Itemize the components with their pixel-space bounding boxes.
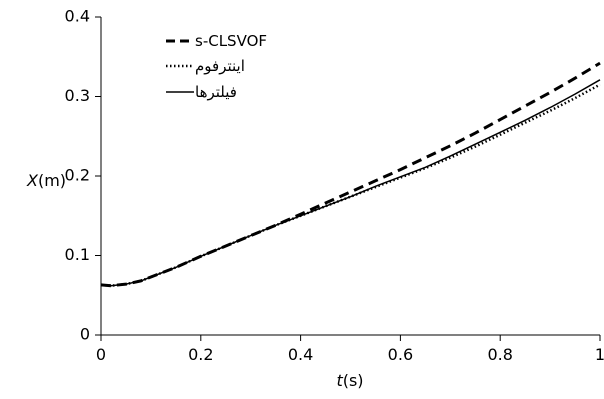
series-layer	[100, 61, 601, 288]
x-tick-label: 0.8	[487, 345, 512, 364]
series-line-interfoam	[100, 83, 601, 287]
y-tick-label: 0.1	[65, 245, 90, 264]
x-ticks: 0 0.2 0.4 0.6 0.8 1	[96, 335, 604, 364]
x-tick-label: 0.6	[388, 345, 413, 364]
y-tick-label: 0	[80, 325, 90, 344]
legend-label-filters: فیلترها	[195, 83, 237, 101]
x-tick-label: 0.4	[288, 345, 313, 364]
legend-label-s-clsvof: s-CLSVOF	[195, 32, 267, 50]
x-tick-label: 1	[595, 345, 604, 364]
series-line-s-clsvof	[100, 61, 601, 288]
y-tick-label: 0.3	[65, 86, 90, 105]
y-axis-title: X(m)	[26, 171, 66, 190]
x-tick-label: 0	[96, 345, 106, 364]
y-tick-label: 0.4	[65, 7, 90, 26]
legend-label-interfoam: اینترفوم	[195, 57, 245, 75]
x-tick-label: 0.2	[188, 345, 213, 364]
x-axis-title: t(s)	[336, 371, 363, 390]
series-line-filters	[100, 79, 601, 287]
legend: s-CLSVOF اینترفوم فیلترها	[166, 32, 267, 101]
y-ticks: 0 0.1 0.2 0.3 0.4	[65, 7, 101, 344]
plot-area: 0 0.1 0.2 0.3 0.4 0 0.2 0.4 0.6 0.8 1	[65, 7, 604, 365]
y-tick-label: 0.2	[65, 166, 90, 185]
